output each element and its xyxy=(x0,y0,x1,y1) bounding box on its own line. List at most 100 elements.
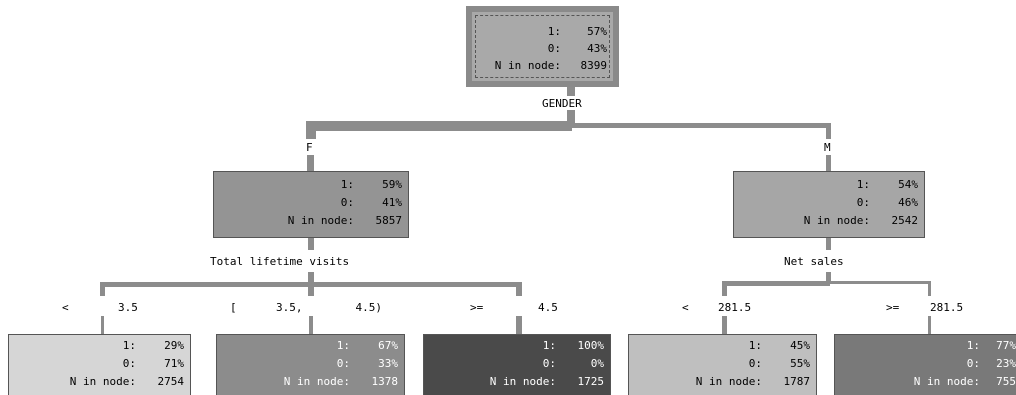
root-n-label: N in node: xyxy=(494,59,561,72)
edge-leaf1-stub xyxy=(101,316,104,334)
leaf-node-sales-ge-281-5[interactable]: 1: 77% 0: 23% N in node: 755 xyxy=(834,334,1016,395)
leaf-1-n-label: N in node: xyxy=(69,375,136,388)
node-f-n-value: 5857 xyxy=(375,214,403,227)
leaf-5-class0-label: 0: xyxy=(966,357,980,370)
root-split-label: GENDER xyxy=(542,97,582,110)
root-class0-value: 43% xyxy=(587,42,607,55)
leaf-node-sales-lt-281-5[interactable]: 1: 45% 0: 55% N in node: 1787 xyxy=(628,334,817,395)
node-m-row-1: 1: 54% xyxy=(734,178,924,194)
edge-root-stem xyxy=(567,110,575,126)
edge-leaf1-drop xyxy=(100,282,105,296)
leaf-3-class1-label: 1: xyxy=(542,339,556,352)
leaf-3-n-value: 1725 xyxy=(577,375,605,388)
node-f-class1-label: 1: xyxy=(340,178,354,191)
branch-label-f: F xyxy=(306,141,313,154)
leaf-4-n-label: N in node: xyxy=(695,375,762,388)
leaf-4-branch-val: 281.5 xyxy=(718,301,752,314)
leaf-5-class1-value: 77% xyxy=(996,339,1016,352)
leaf-3-class0-label: 0: xyxy=(542,357,556,370)
leaf-4-class1-value: 45% xyxy=(790,339,810,352)
edge-leaf5-stub xyxy=(928,316,931,334)
node-m-class0-value: 46% xyxy=(898,196,918,209)
node-m-class0-label: 0: xyxy=(856,196,870,209)
node-gender-m[interactable]: 1: 54% 0: 46% N in node: 2542 xyxy=(733,171,925,238)
edge-root-left-drop xyxy=(306,121,316,139)
edge-left-child-stub xyxy=(307,155,314,171)
leaf-2-n-value: 1378 xyxy=(371,375,399,388)
leaf-3-class0-value: 0% xyxy=(590,357,604,370)
node-m-row-2: 0: 46% xyxy=(734,196,924,212)
node-f-class1-value: 59% xyxy=(382,178,402,191)
leaf-5-branch-val: 281.5 xyxy=(930,301,964,314)
edge-leaf2-stub xyxy=(309,316,313,334)
root-node[interactable]: 1: 57% 0: 43% N in node: 8399 xyxy=(466,6,619,87)
leaf-5-n-value: 755 xyxy=(996,375,1016,388)
edge-l1-left-stem2 xyxy=(308,272,314,284)
leaf-5-n-label: N in node: xyxy=(913,375,980,388)
edge-leaf3-stub xyxy=(516,316,522,334)
node-m-class1-value: 54% xyxy=(898,178,918,191)
leaf-4-n-value: 1787 xyxy=(783,375,811,388)
edge-l1-right-bar-right xyxy=(829,281,931,284)
edge-leaf4-stub xyxy=(722,316,727,334)
leaf-node-visits-ge-4-5[interactable]: 1: 100% 0: 0% N in node: 1725 xyxy=(423,334,611,395)
leaf-3-class1-value: 100% xyxy=(577,339,605,352)
edge-root-right-drop xyxy=(826,123,831,139)
edge-leaf3-drop xyxy=(516,282,522,296)
edge-l1-right-stem xyxy=(826,238,831,250)
leaf-1-n-value: 2754 xyxy=(157,375,185,388)
leaf-2-class1-label: 1: xyxy=(336,339,350,352)
leaf-2-class1-value: 67% xyxy=(378,339,398,352)
root-node-inner xyxy=(475,15,610,78)
leaf-4-class0-value: 55% xyxy=(790,357,810,370)
node-f-row-2: 0: 41% xyxy=(214,196,408,212)
split-label-visits: Total lifetime visits xyxy=(210,255,350,268)
edge-root-left-bar xyxy=(306,121,572,131)
split-label-net-sales: Net sales xyxy=(784,255,844,268)
leaf-3-branch-op: >= xyxy=(470,301,484,314)
node-f-class0-value: 41% xyxy=(382,196,402,209)
node-f-row-3: N in node: 5857 xyxy=(214,214,408,230)
leaf-4-branch-op: < xyxy=(682,301,689,314)
leaf-4-class1-label: 1: xyxy=(748,339,762,352)
root-row-3: N in node: 8399 xyxy=(472,59,613,75)
node-f-row-1: 1: 59% xyxy=(214,178,408,194)
root-class0-label: 0: xyxy=(547,42,561,55)
edge-right-child-stub xyxy=(826,155,831,171)
edge-leaf4-drop xyxy=(722,281,727,296)
leaf-1-branch-val: 3.5 xyxy=(118,301,138,314)
leaf-5-branch-op: >= xyxy=(886,301,900,314)
root-row-1: 1: 57% xyxy=(472,25,613,41)
leaf-2-class0-label: 0: xyxy=(336,357,350,370)
leaf-5-class1-label: 1: xyxy=(966,339,980,352)
node-m-class1-label: 1: xyxy=(856,178,870,191)
leaf-2-branch-val: 3.5, 4.5) xyxy=(276,301,382,314)
node-m-n-label: N in node: xyxy=(803,214,870,227)
node-f-class0-label: 0: xyxy=(340,196,354,209)
leaf-1-branch-op: < xyxy=(62,301,69,314)
edge-leaf2-drop xyxy=(308,282,314,296)
node-m-n-value: 2542 xyxy=(891,214,919,227)
branch-label-m: M xyxy=(824,141,831,154)
leaf-node-visits-lt-3-5[interactable]: 1: 29% 0: 71% N in node: 2754 xyxy=(8,334,191,395)
leaf-1-class0-value: 71% xyxy=(164,357,184,370)
leaf-node-visits-3-5-to-4-5[interactable]: 1: 67% 0: 33% N in node: 1378 xyxy=(216,334,405,395)
node-f-n-label: N in node: xyxy=(287,214,354,227)
leaf-1-class0-label: 0: xyxy=(122,357,136,370)
leaf-2-branch-op: [ xyxy=(230,301,237,314)
edge-leaf5-drop xyxy=(928,281,931,296)
edge-l1-right-stem2 xyxy=(826,272,831,284)
edge-root-right-bar xyxy=(571,123,831,128)
leaf-5-class0-value: 23% xyxy=(996,357,1016,370)
leaf-2-n-label: N in node: xyxy=(283,375,350,388)
leaf-4-class0-label: 0: xyxy=(748,357,762,370)
root-row-2: 0: 43% xyxy=(472,42,613,58)
node-gender-f[interactable]: 1: 59% 0: 41% N in node: 5857 xyxy=(213,171,409,238)
leaf-3-branch-val: 4.5 xyxy=(538,301,558,314)
edge-l1-left-stem xyxy=(308,238,314,250)
root-class1-label: 1: xyxy=(547,25,561,38)
leaf-1-class1-label: 1: xyxy=(122,339,136,352)
edge-l1-right-bar-left xyxy=(722,281,830,286)
leaf-1-class1-value: 29% xyxy=(164,339,184,352)
